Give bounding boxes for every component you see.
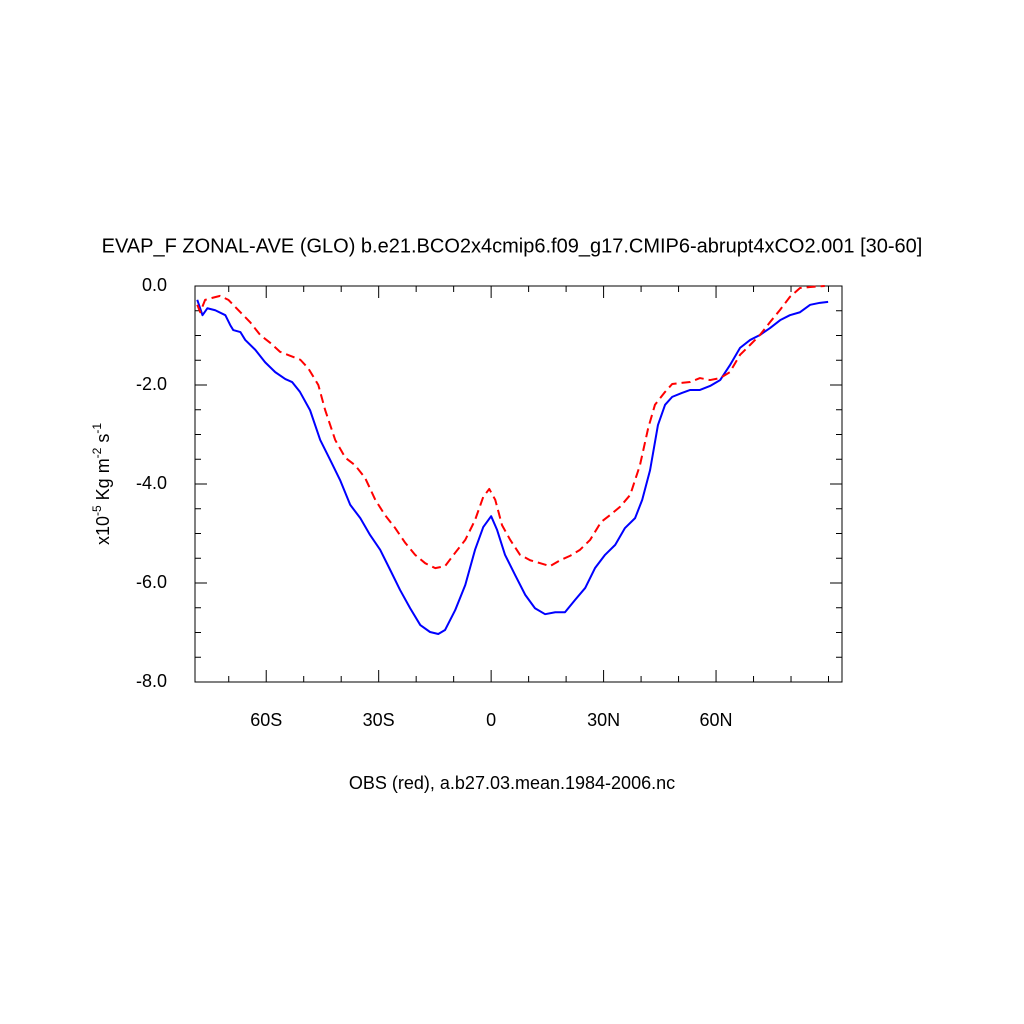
y-label-superscript: -5 (90, 505, 104, 516)
x-tick-label: 60N (700, 710, 733, 730)
y-label-superscript: -1 (90, 423, 104, 434)
y-tick-label: 0.0 (142, 275, 167, 295)
data-line (196, 299, 829, 635)
x-tick-label: 0 (486, 710, 496, 730)
y-tick-label: -4.0 (136, 473, 167, 493)
y-label-superscript: -2 (90, 447, 104, 458)
chart-title: EVAP_F ZONAL-AVE (GLO) b.e21.BCO2x4cmip6… (102, 235, 923, 257)
plot-frame (194, 285, 843, 683)
y-tick-label: -6.0 (136, 572, 167, 592)
y-label-text: Kg m (93, 458, 113, 505)
x-tick-label: 30S (363, 710, 395, 730)
y-axis-label: x10-5 Kg m-2 s-1 (90, 423, 113, 545)
y-tick-label: -8.0 (136, 671, 167, 691)
x-tick-label: 60S (250, 710, 282, 730)
y-label-text: x10 (93, 516, 113, 545)
y-label-text: s (93, 434, 113, 448)
x-axis-label: OBS (red), a.b27.03.mean.1984-2006.nc (349, 773, 675, 793)
data-line (196, 285, 825, 570)
x-tick-label: 30N (587, 710, 620, 730)
y-tick-label: -2.0 (136, 374, 167, 394)
